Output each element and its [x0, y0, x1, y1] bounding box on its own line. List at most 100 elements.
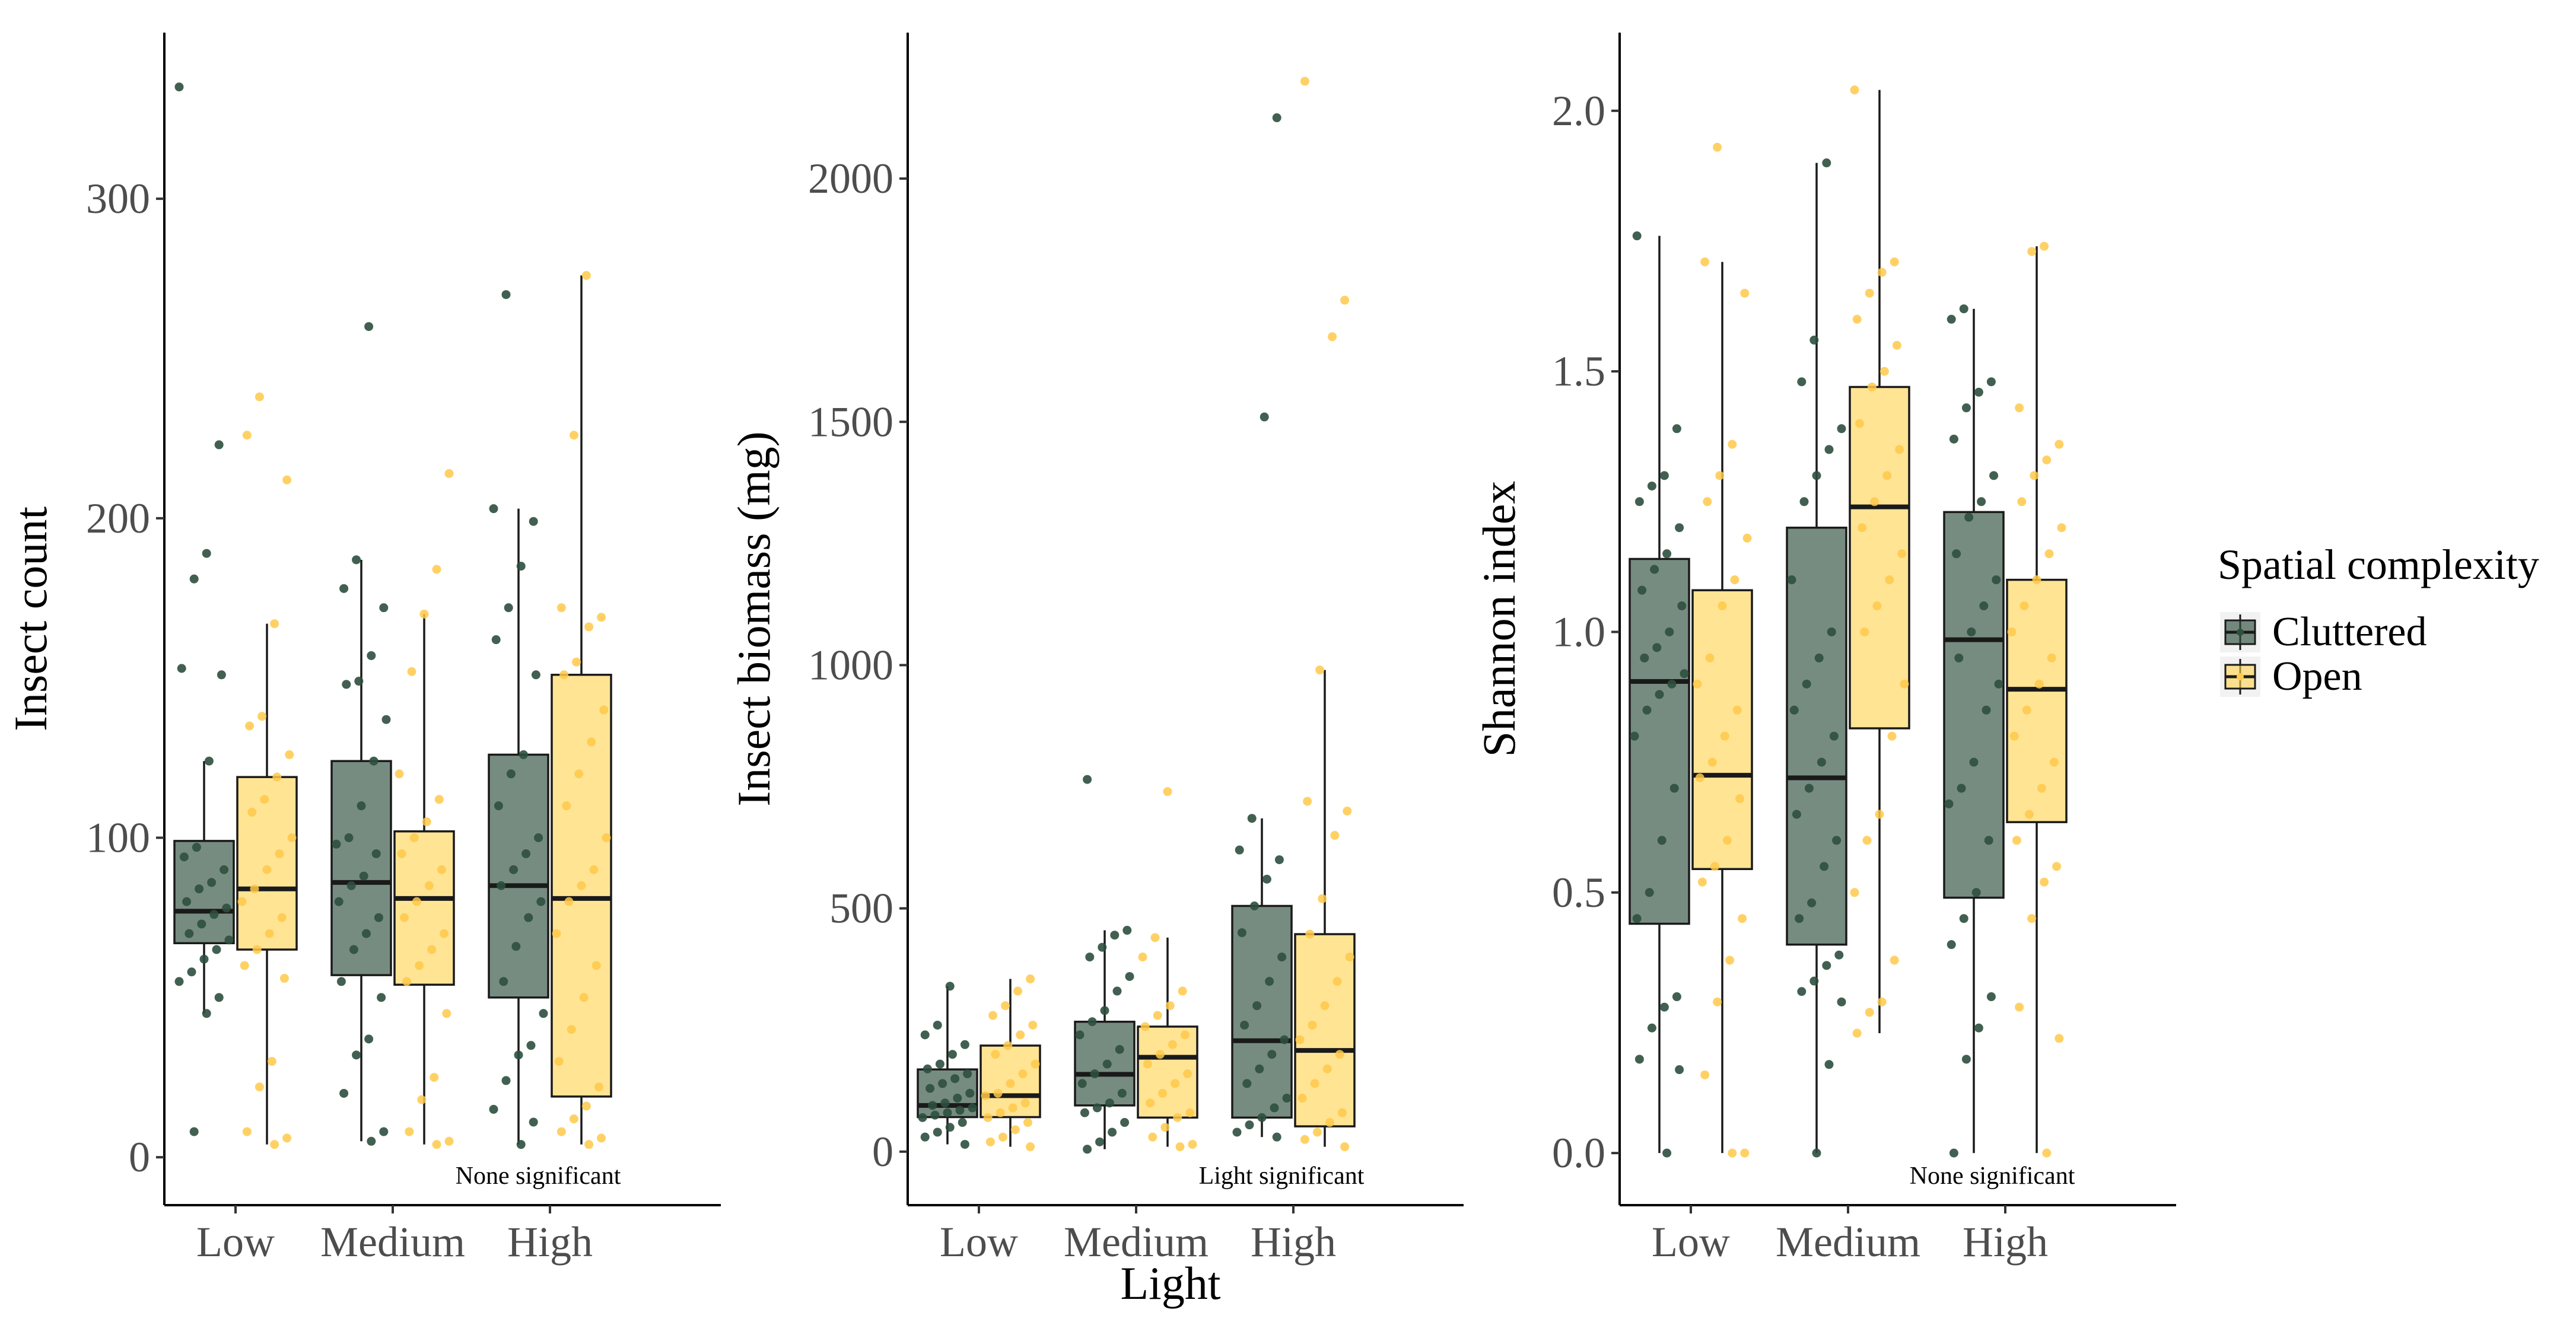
data-point	[177, 664, 186, 673]
y-axis-title: Shannon index	[1473, 481, 1525, 757]
data-point	[983, 1113, 993, 1122]
data-point	[602, 833, 611, 843]
data-point	[1303, 797, 1312, 806]
data-point	[1340, 295, 1350, 305]
data-point	[1809, 976, 1819, 986]
data-point	[1695, 773, 1704, 782]
data-point	[270, 1140, 279, 1149]
data-point	[1178, 986, 1187, 996]
data-point	[1817, 757, 1826, 767]
data-point	[1335, 1050, 1344, 1059]
data-point	[1240, 1020, 1249, 1030]
data-point	[1634, 497, 1644, 506]
data-point	[367, 651, 376, 660]
data-point	[963, 1069, 972, 1079]
data-point	[1249, 901, 1259, 910]
data-point	[1994, 679, 2003, 689]
y-axis-title: Insect biomass (mg)	[728, 431, 780, 807]
data-point	[1013, 986, 1023, 996]
data-point	[399, 913, 409, 922]
data-point	[364, 322, 374, 332]
data-point	[437, 865, 446, 874]
data-point	[1675, 1065, 1684, 1075]
data-point	[189, 1127, 199, 1136]
data-point	[1140, 1022, 1150, 1031]
data-point	[1020, 1098, 1030, 1108]
data-point	[247, 807, 257, 817]
data-point	[1713, 997, 1722, 1006]
data-point	[597, 1133, 606, 1143]
data-point	[1795, 914, 1804, 923]
data-point	[985, 1137, 995, 1146]
data-point	[422, 817, 431, 827]
data-point	[581, 1101, 591, 1111]
data-point	[1148, 1132, 1157, 1142]
data-point	[1180, 1030, 1190, 1040]
data-point	[1255, 1064, 1264, 1073]
data-point	[1890, 955, 1899, 965]
data-point	[1703, 497, 1712, 506]
data-point	[2037, 783, 2046, 793]
data-point	[1028, 1020, 1038, 1030]
legend-key-point	[2237, 673, 2244, 680]
data-point	[1814, 653, 1824, 662]
data-point	[981, 1091, 990, 1100]
data-point	[202, 549, 211, 558]
data-point	[1807, 898, 1817, 907]
data-point	[1667, 679, 1677, 689]
data-point	[1245, 1120, 1254, 1130]
data-point	[1340, 1142, 1350, 1152]
data-point	[1675, 523, 1684, 533]
data-point	[1707, 757, 1717, 767]
data-point	[407, 667, 416, 676]
data-point	[409, 833, 419, 843]
data-point	[564, 897, 574, 906]
data-point	[332, 839, 341, 849]
data-point	[415, 961, 424, 970]
data-point	[357, 801, 366, 811]
data-point	[1108, 1127, 1117, 1137]
data-point	[1852, 314, 1862, 324]
data-point	[267, 1057, 276, 1066]
data-point	[419, 609, 429, 619]
data-point	[1665, 627, 1674, 636]
box-open-low	[236, 392, 298, 1149]
legend-label-cluttered: Cluttered	[2272, 609, 2426, 655]
data-point	[1001, 1001, 1010, 1011]
data-point	[501, 1076, 511, 1085]
data-point	[1879, 367, 1889, 376]
data-point	[1722, 836, 1732, 845]
box-cluttered-high	[1943, 304, 2005, 1158]
data-point	[1720, 731, 1729, 741]
data-point	[489, 504, 498, 514]
data-point	[1875, 810, 1884, 819]
data-point	[1789, 705, 1799, 715]
data-point	[1947, 314, 1956, 324]
y-tick-label: 200	[86, 495, 150, 542]
data-point	[1640, 653, 1649, 662]
box-cluttered-medium	[330, 322, 392, 1146]
data-point	[1693, 679, 1702, 689]
box-iqr	[1231, 904, 1293, 1119]
data-point	[1824, 445, 1834, 454]
data-point	[1865, 1008, 1874, 1017]
legend-key-point	[2237, 629, 2244, 636]
data-point	[367, 1136, 376, 1146]
data-point	[991, 1050, 1000, 1059]
data-point	[1332, 977, 1342, 986]
data-point	[2055, 1034, 2064, 1043]
data-point	[1262, 874, 1271, 884]
data-point	[344, 833, 354, 843]
data-point	[1812, 1148, 1821, 1158]
data-point	[562, 801, 571, 811]
data-point	[179, 852, 189, 862]
data-point	[1705, 653, 1715, 662]
data-point	[2030, 471, 2039, 480]
data-point	[262, 865, 272, 874]
data-point	[1890, 257, 1899, 267]
data-point	[945, 982, 955, 991]
data-point	[1026, 974, 1035, 984]
data-point	[1802, 679, 1811, 689]
data-point	[1697, 877, 1707, 887]
data-point	[1797, 377, 1807, 387]
